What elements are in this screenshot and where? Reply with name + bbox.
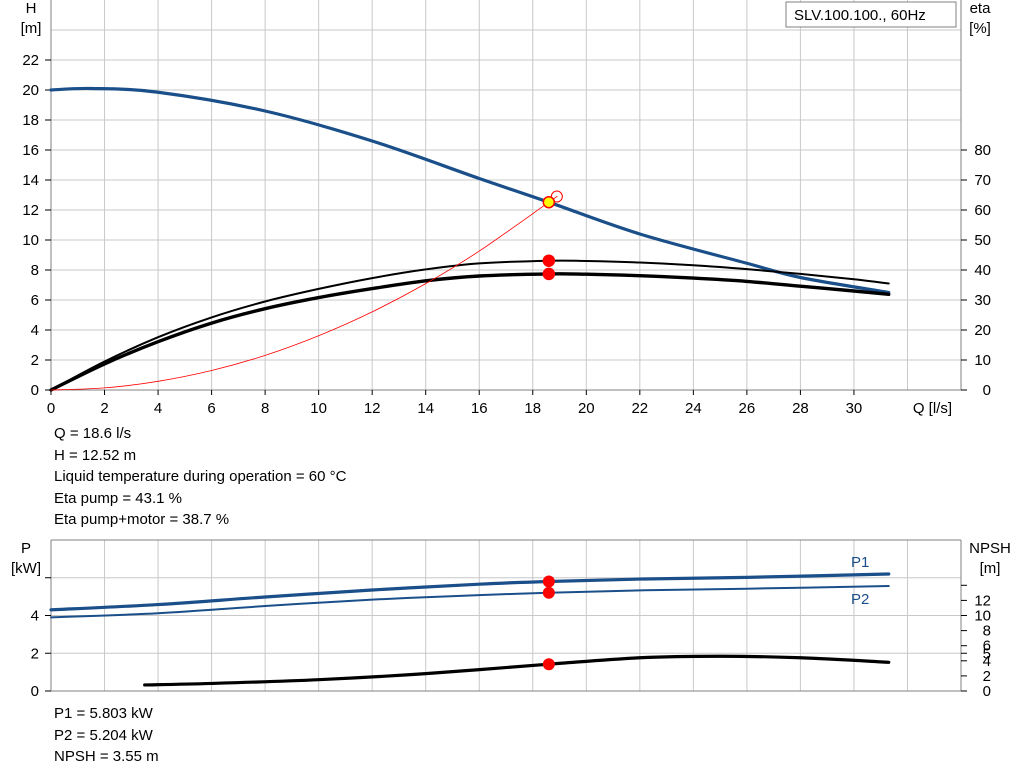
y-axis-label: P: [21, 540, 31, 557]
flow-value: Q = 18.6 l/s: [54, 425, 132, 442]
x-tick-label: 8: [261, 400, 269, 417]
x-tick-label: 22: [631, 400, 648, 417]
y2-tick-label: 0: [983, 382, 991, 399]
x-tick-label: 14: [417, 400, 434, 417]
y2-tick-label: 10: [974, 352, 991, 369]
y-tick-label: 4: [31, 322, 39, 339]
y2-tick-label: 5: [983, 645, 991, 662]
x-tick-label: 2: [100, 400, 108, 417]
title-box: [785, 1, 957, 28]
x-tick-label: 0: [47, 400, 55, 417]
y-tick-label: 2: [31, 352, 39, 369]
curve-system-curve: [50, 195, 558, 391]
y-tick-label: 0: [31, 683, 39, 700]
curve-npsh: [143, 654, 891, 687]
series-label-p2: P2: [851, 591, 869, 608]
x-tick-label: 30: [846, 400, 863, 417]
p2-value: P2 = 5.204 kW: [54, 726, 153, 744]
npsh-value: NPSH = 3.55 m: [54, 748, 159, 765]
liquid-temperature: Liquid temperature during operation = 60…: [54, 468, 347, 485]
y2-tick-label: 0: [983, 683, 991, 700]
curve-head: [49, 86, 891, 295]
marker-p1: [542, 575, 555, 588]
operating-point-info: Q = 18.6 l/s H = 12.52 m Liquid temperat…: [54, 423, 346, 531]
y2-tick-label: 60: [974, 202, 991, 219]
x-axis-label: Q [l/s]: [913, 400, 952, 417]
eta-pump-value: Eta pump = 43.1 %: [54, 489, 182, 507]
y-axis-unit: [m]: [21, 20, 42, 37]
y-tick-label: 8: [31, 262, 39, 279]
y2-axis-unit: [%]: [969, 20, 991, 37]
x-tick-label: 10: [310, 400, 327, 417]
p1-value: P1 = 5.803 kW: [54, 705, 153, 722]
y2-tick-label: 8: [983, 623, 991, 640]
curve-eta-pump: [50, 259, 890, 391]
x-tick-label: 12: [364, 400, 381, 417]
y-tick-label: 22: [22, 52, 39, 69]
marker-duty-point: [542, 195, 556, 209]
y-tick-label: 18: [22, 112, 39, 129]
y-tick-label: 6: [31, 292, 39, 309]
y2-tick-label: 50: [974, 232, 991, 249]
y-tick-label: 20: [22, 82, 39, 99]
x-tick-label: 20: [578, 400, 595, 417]
marker-p2: [542, 586, 555, 599]
y-tick-label: 16: [22, 142, 39, 159]
y-tick-label: 4: [31, 608, 39, 625]
y2-tick-label: 40: [974, 262, 991, 279]
curve-p1: [49, 572, 891, 612]
y2-tick-label: 6: [983, 638, 991, 655]
y2-axis-unit: [m]: [980, 560, 1001, 577]
y2-tick-label: 10: [974, 608, 991, 625]
eta-pump-motor-value: Eta pump+motor = 38.7 %: [54, 511, 230, 528]
x-tick-label: 4: [154, 400, 162, 417]
y-tick-label: 2: [31, 645, 39, 662]
x-tick-label: 24: [685, 400, 702, 417]
y-tick-label: 10: [22, 232, 39, 249]
power-info: P1 = 5.803 kW P2 = 5.204 kW NPSH = 3.55 …: [54, 703, 159, 768]
y-tick-label: 0: [31, 382, 39, 399]
x-tick-label: 28: [792, 400, 809, 417]
marker-eta-pump: [542, 254, 556, 267]
y2-tick-label: 70: [974, 172, 991, 189]
y-tick-label: 14: [22, 172, 39, 189]
x-tick-label: 26: [739, 400, 756, 417]
y2-tick-label: 20: [974, 322, 991, 339]
y2-tick-label: 12: [974, 592, 991, 609]
marker-npsh: [542, 658, 555, 671]
y2-tick-label: 80: [974, 142, 991, 159]
series-label-p1: P1: [851, 554, 869, 571]
x-tick-label: 6: [207, 400, 215, 417]
y-axis-unit: [kW]: [11, 560, 41, 577]
y2-axis-label: NPSH: [969, 540, 1011, 557]
curve-eta-pump-motor: [49, 272, 891, 392]
chart-title: SLV.100.100., 60Hz: [794, 7, 926, 24]
y-tick-label: 12: [22, 202, 39, 219]
x-tick-label: 18: [524, 400, 541, 417]
y2-tick-label: 4: [983, 653, 991, 670]
head-value: H = 12.52 m: [54, 446, 137, 464]
curve-p2: [50, 585, 890, 619]
y-axis-label: H: [26, 0, 37, 17]
x-tick-label: 16: [471, 400, 488, 417]
y2-tick-label: 30: [974, 292, 991, 309]
y2-tick-label: 2: [983, 668, 991, 685]
marker-eta-pump-motor: [542, 267, 556, 281]
y2-axis-label: eta: [970, 0, 992, 17]
